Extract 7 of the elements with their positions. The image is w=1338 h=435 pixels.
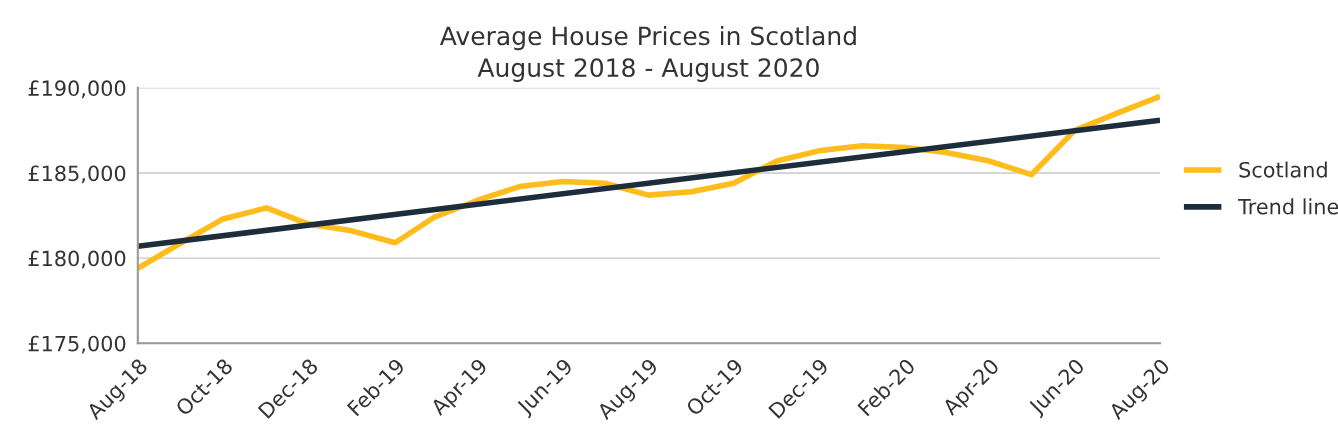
legend-label: Scotland: [1239, 161, 1327, 178]
y-tick-label: £175,000: [28, 335, 126, 354]
y-tick-label: £180,000: [28, 250, 126, 269]
chart-title: Average House Prices in Scotland August 2018 - August 2020: [439, 25, 856, 82]
y-tick-label: £190,000: [28, 80, 126, 99]
y-tick-label: £185,000: [28, 165, 126, 184]
legend-label: Trend line: [1238, 198, 1338, 215]
